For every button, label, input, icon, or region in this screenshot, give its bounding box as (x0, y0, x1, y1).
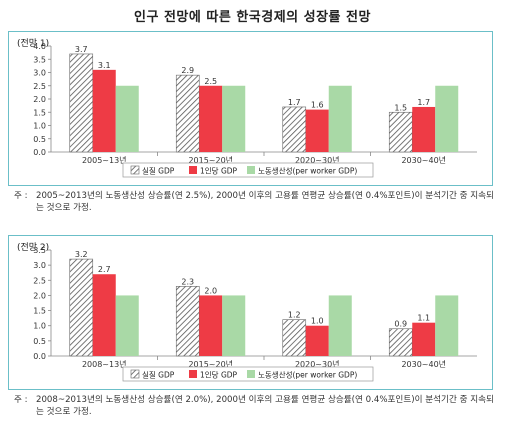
bar-real-gdp (69, 258, 94, 357)
bar-real-gdp (282, 319, 307, 357)
x-tick-label: 2008~13년 (82, 359, 127, 369)
legend-swatch-per-capita-gdp (189, 166, 197, 174)
bar-real-gdp (175, 74, 200, 153)
bar-productivity (328, 85, 352, 152)
y-tick-label: 3.0 (33, 69, 46, 78)
data-label: 2.0 (204, 286, 217, 295)
page-title: 인구 전망에 따른 한국경제의 성장률 전망 (134, 10, 371, 25)
data-label: 3.1 (98, 61, 111, 70)
y-tick-label: 0.5 (33, 135, 46, 144)
chart-panel-1: (전망 1) 0.0 0.5 1.0 1.5 2.0 2.5 3.0 3.5 4.0 3.7 3.1 2… (8, 31, 493, 186)
bar-per-capita-gdp (199, 295, 223, 356)
y-tick-label: 2.0 (33, 95, 46, 104)
note-mark: 주 : (14, 395, 28, 405)
bar-per-capita-gdp (92, 69, 116, 152)
bar-per-capita-gdp (92, 274, 116, 356)
x-tick-label: 2015~20년 (188, 359, 233, 369)
panel-label: (전망 1) (17, 38, 49, 49)
y-tick-label: 1.5 (33, 108, 46, 117)
chart-note-2: 주 : 2008~2013년의 노동생산성 상승률(연 2.0%), 2000년… (14, 394, 494, 420)
data-label: 1.6 (311, 101, 324, 110)
data-label: 2.3 (181, 277, 194, 286)
bar-real-gdp (388, 328, 413, 357)
bar-per-capita-gdp (412, 106, 436, 152)
legend-swatch-productivity (247, 166, 255, 174)
bar-productivity (222, 295, 246, 356)
data-label: 1.7 (288, 98, 301, 107)
chart-note-1: 주 : 2005~2013년의 노동생산성 상승률(연 2.5%), 2000년… (14, 190, 494, 216)
bar-productivity (435, 85, 459, 152)
bar-productivity (115, 295, 139, 356)
x-tick-label: 2030~40년 (401, 155, 446, 165)
x-tick-label: 2030~40년 (401, 359, 446, 369)
data-label: 1.0 (311, 317, 324, 326)
bar-productivity (115, 85, 139, 152)
data-label: 2.7 (98, 265, 111, 274)
panel-label: (전망 2) (17, 242, 49, 253)
data-label: 2.5 (204, 77, 217, 86)
legend-label: 실질 GDP (142, 370, 175, 380)
note-mark: 주 : (14, 191, 28, 201)
bar-real-gdp (282, 106, 307, 153)
y-tick-label: 1.5 (33, 307, 46, 316)
y-tick-label: 2.0 (33, 291, 46, 300)
legend-swatch-real-gdp (130, 165, 140, 175)
data-label: 0.9 (394, 320, 407, 329)
data-label: 1.5 (394, 103, 407, 112)
y-tick-label: 4.0 (33, 42, 46, 51)
legend-label: 1인당 GDP (200, 370, 238, 380)
bar-productivity (222, 85, 246, 152)
note-text: 2005~2013년의 노동생산성 상승률(연 2.5%), 2000년 이후의… (36, 191, 494, 213)
data-label: 2.9 (181, 66, 194, 75)
y-tick-label: 2.5 (33, 82, 46, 91)
bar-per-capita-gdp (199, 85, 223, 152)
legend-swatch-per-capita-gdp (189, 370, 197, 378)
bar-productivity (328, 295, 352, 356)
legend-label: 노동생산성(per worker GDP) (258, 370, 357, 380)
x-tick-label: 2020~30년 (295, 155, 340, 165)
x-tick-label: 2015~20년 (188, 155, 233, 165)
chart-svg: (전망 2) 0.0 0.5 1.0 1.5 2.0 2.5 3.0 3.5 3.2 2.7 2008… (17, 242, 477, 382)
chart-svg: (전망 1) 0.0 0.5 1.0 1.5 2.0 2.5 3.0 3.5 4.0 3.7 3.1 2… (17, 38, 477, 178)
y-tick-label: 3.5 (33, 55, 46, 64)
bar-real-gdp (388, 111, 413, 153)
y-tick-label: 2.5 (33, 276, 46, 285)
bar-real-gdp (175, 286, 200, 357)
data-label: 3.2 (75, 250, 88, 259)
data-label: 1.2 (288, 311, 301, 320)
y-tick-label: 3.5 (33, 246, 46, 255)
y-tick-label: 0.0 (33, 352, 46, 361)
x-tick-label: 2005~13년 (82, 155, 127, 165)
data-label: 1.1 (417, 314, 430, 323)
y-tick-label: 1.0 (33, 122, 46, 131)
legend-swatch-real-gdp (130, 369, 140, 379)
legend-label: 실질 GDP (142, 166, 175, 176)
bar-per-capita-gdp (305, 325, 329, 356)
bar-per-capita-gdp (412, 322, 436, 356)
note-text: 2008~2013년의 노동생산성 상승률(연 2.0%), 2000년 이후의… (36, 395, 494, 417)
bar-per-capita-gdp (305, 109, 329, 152)
y-tick-label: 0.0 (33, 148, 46, 157)
data-label: 1.7 (417, 98, 430, 107)
data-label: 3.7 (75, 45, 88, 54)
chart-panel-2: (전망 2) 0.0 0.5 1.0 1.5 2.0 2.5 3.0 3.5 3.2 2.7 2008… (8, 235, 493, 390)
legend-label: 1인당 GDP (200, 166, 238, 176)
y-tick-label: 0.5 (33, 337, 46, 346)
legend-swatch-productivity (247, 370, 255, 378)
legend-label: 노동생산성(per worker GDP) (258, 166, 357, 176)
bar-productivity (435, 295, 459, 356)
x-tick-label: 2020~30년 (295, 359, 340, 369)
y-tick-label: 1.0 (33, 322, 46, 331)
bar-real-gdp (69, 53, 94, 153)
y-tick-label: 3.0 (33, 261, 46, 270)
